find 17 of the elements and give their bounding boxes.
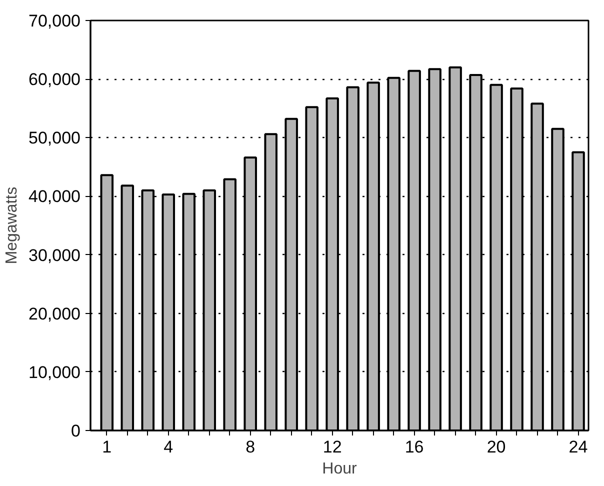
y-tick-label: 70,000 (28, 12, 81, 30)
y-tick-label: 40,000 (28, 187, 81, 206)
y-tick-label: 50,000 (28, 128, 81, 148)
y-axis-title: Megawatts (4, 186, 21, 264)
x-tick-label: 24 (568, 438, 588, 456)
y-tick-label: 60,000 (28, 70, 81, 90)
x-tick-label: 20 (486, 438, 506, 456)
y-tick-label: 30,000 (28, 246, 81, 265)
x-tick-label: 4 (164, 438, 174, 456)
x-tick-label: 8 (246, 438, 256, 456)
x-axis-title: Hour (322, 460, 358, 478)
y-tick-label: 20,000 (28, 304, 81, 324)
y-tick-label: 10,000 (28, 362, 81, 382)
y-tick-label: 0 (71, 422, 81, 440)
x-tick-label: 1 (102, 438, 112, 456)
x-tick-label: 12 (322, 438, 342, 456)
x-tick-label: 16 (404, 438, 424, 456)
